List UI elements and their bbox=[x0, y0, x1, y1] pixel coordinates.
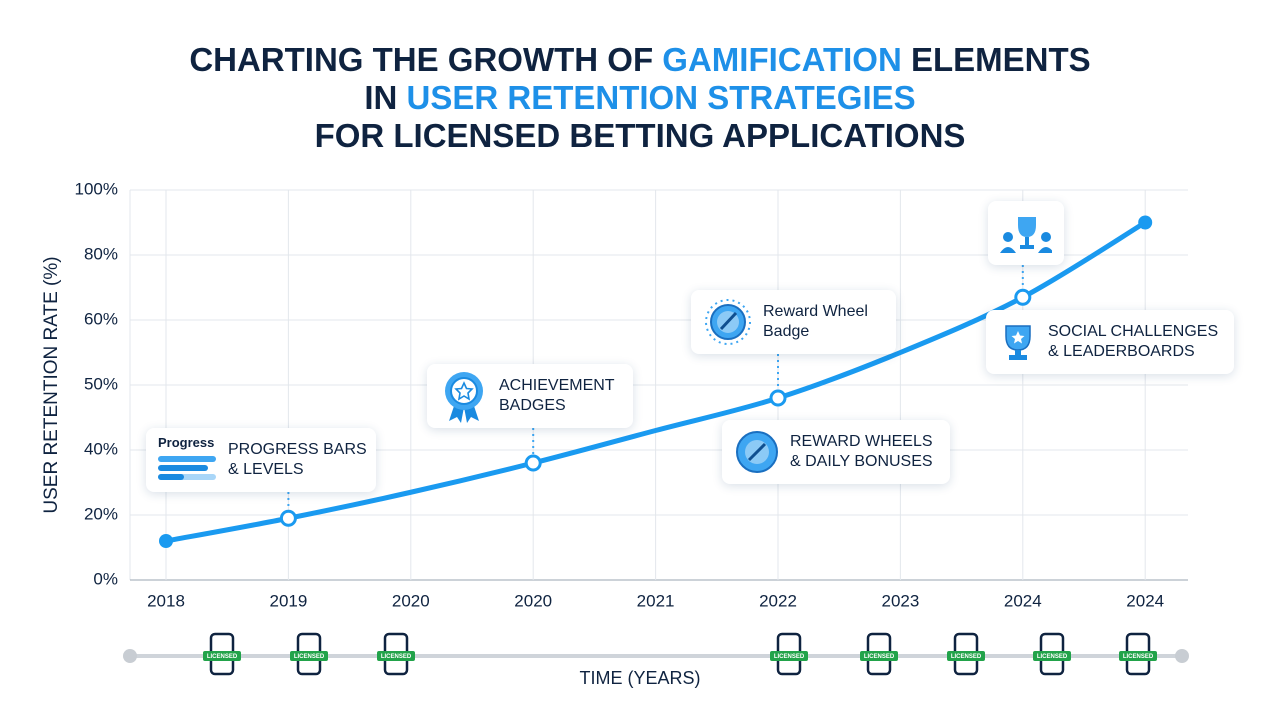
phone-icon: LICENSED bbox=[1033, 632, 1071, 676]
timeline-end bbox=[123, 649, 137, 663]
wheel-icon bbox=[736, 431, 778, 473]
y-tick-label: 60% bbox=[84, 309, 118, 328]
x-tick-label: 2024 bbox=[1126, 591, 1164, 610]
chart-title: CHARTING THE GROWTH OF GAMIFICATION ELEM… bbox=[189, 41, 1090, 154]
x-tick-label: 2021 bbox=[637, 591, 675, 610]
annotation-text: SOCIAL CHALLENGES bbox=[1048, 323, 1219, 340]
y-tick-label: 80% bbox=[84, 244, 118, 263]
phone-icon: LICENSED bbox=[1119, 632, 1157, 676]
title-part: IN bbox=[364, 79, 406, 116]
annotation-social: SOCIAL CHALLENGES & LEADERBOARDS bbox=[986, 310, 1234, 374]
phone-icon: LICENSED bbox=[377, 632, 415, 676]
annotation-text: REWARD WHEELS bbox=[790, 433, 933, 450]
point bbox=[769, 389, 787, 407]
title-part: CHARTING THE GROWTH OF bbox=[189, 41, 662, 78]
annotation-text: Badge bbox=[763, 323, 810, 340]
y-tick-label: 100% bbox=[75, 179, 118, 198]
badge-label: LICENSED bbox=[207, 654, 238, 660]
progress-icon-label: Progress bbox=[158, 434, 215, 450]
annotation-text: BADGES bbox=[499, 397, 566, 414]
annotation-wheel-badge: Reward Wheel Badge bbox=[691, 290, 896, 354]
title-line: IN USER RETENTION STRATEGIES bbox=[364, 79, 915, 116]
badge bbox=[1119, 651, 1157, 661]
badge-label: LICENSED bbox=[951, 654, 982, 660]
annotation-progress: Progress PROGRESS BARS & LEVELS bbox=[146, 428, 376, 492]
phone-icon: LICENSED bbox=[290, 632, 328, 676]
badge bbox=[770, 651, 808, 661]
point bbox=[1138, 215, 1153, 230]
badge-label: LICENSED bbox=[381, 654, 412, 660]
y-tick-label: 0% bbox=[93, 569, 118, 588]
badge-label: LICENSED bbox=[864, 654, 895, 660]
title-part: GAMIFICATION bbox=[662, 41, 902, 78]
title-line: FOR LICENSED BETTING APPLICATIONS bbox=[315, 117, 966, 154]
annotation-wheels: REWARD WHEELS & DAILY BONUSES bbox=[722, 420, 950, 484]
x-tick-label: 2022 bbox=[759, 591, 797, 610]
badge bbox=[377, 651, 415, 661]
annotation-text: PROGRESS BARS bbox=[228, 441, 367, 458]
leaderboard-icon-card bbox=[988, 201, 1064, 265]
x-tick-label: 2023 bbox=[881, 591, 919, 610]
phone-icon: LICENSED bbox=[860, 632, 898, 676]
badge-label: LICENSED bbox=[1123, 654, 1154, 660]
point bbox=[524, 454, 542, 472]
y-axis-label: USER RETENTION RATE (%) bbox=[41, 256, 62, 513]
badge bbox=[1033, 651, 1071, 661]
wheel-icon bbox=[705, 299, 751, 345]
x-tick-label: 2019 bbox=[269, 591, 307, 610]
phone-icon: LICENSED bbox=[947, 632, 985, 676]
title-part: ELEMENTS bbox=[902, 41, 1091, 78]
progress-bars bbox=[158, 455, 216, 480]
badge-label: LICENSED bbox=[774, 654, 805, 660]
phone-icon: LICENSED bbox=[770, 632, 808, 676]
point bbox=[279, 509, 297, 527]
annotation-text: & LEADERBOARDS bbox=[1048, 343, 1195, 360]
badge bbox=[860, 651, 898, 661]
x-axis-label: TIME (YEARS) bbox=[579, 668, 700, 688]
annotation-achievement: ACHIEVEMENT BADGES bbox=[427, 364, 633, 428]
badge-label: LICENSED bbox=[294, 654, 325, 660]
badge bbox=[947, 651, 985, 661]
line bbox=[163, 220, 1148, 544]
y-tick-label: 40% bbox=[84, 439, 118, 458]
annotation-text: & LEVELS bbox=[228, 461, 304, 478]
annotation-text: ACHIEVEMENT bbox=[499, 377, 615, 394]
point bbox=[159, 534, 173, 548]
phone-icon: LICENSED bbox=[203, 632, 241, 676]
title-part: USER RETENTION STRATEGIES bbox=[407, 79, 916, 116]
progress-icon: Progress bbox=[158, 433, 218, 488]
timeline-end bbox=[1175, 649, 1189, 663]
badge-icon bbox=[445, 372, 483, 423]
trophy-icon bbox=[1005, 325, 1031, 360]
badge bbox=[290, 651, 328, 661]
y-tick-label: 20% bbox=[84, 504, 118, 523]
x-tick-label: 2020 bbox=[392, 591, 430, 610]
point bbox=[1014, 288, 1032, 306]
x-tick-label: 2020 bbox=[514, 591, 552, 610]
annotation-text: & DAILY BONUSES bbox=[790, 453, 933, 470]
title-part: FOR LICENSED BETTING APPLICATIONS bbox=[315, 117, 966, 154]
x-tick-label: 2018 bbox=[147, 591, 185, 610]
leaderboard-icon bbox=[1000, 217, 1052, 253]
x-tick-label: 2024 bbox=[1004, 591, 1042, 610]
badge bbox=[203, 651, 241, 661]
y-tick-label: 50% bbox=[84, 374, 118, 393]
annotation-text: Reward Wheel bbox=[763, 303, 868, 320]
title-line: CHARTING THE GROWTH OF GAMIFICATION ELEM… bbox=[189, 41, 1090, 78]
badge-label: LICENSED bbox=[1037, 654, 1068, 660]
